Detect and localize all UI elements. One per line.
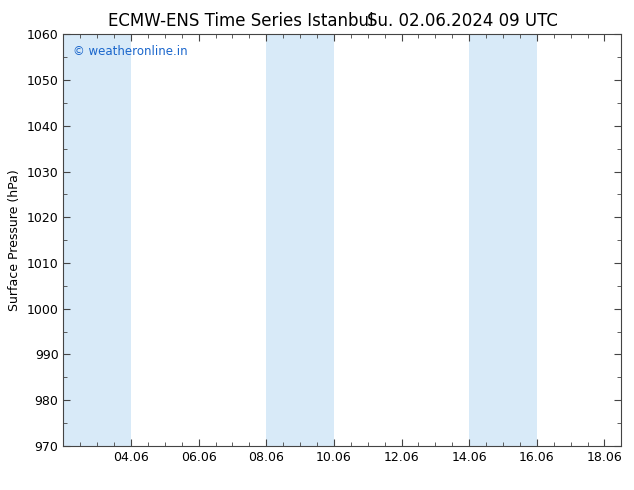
Text: © weatheronline.in: © weatheronline.in	[74, 45, 188, 58]
Y-axis label: Surface Pressure (hPa): Surface Pressure (hPa)	[8, 169, 21, 311]
Text: Su. 02.06.2024 09 UTC: Su. 02.06.2024 09 UTC	[367, 12, 559, 30]
Bar	[266, 34, 334, 446]
Bar	[63, 34, 131, 446]
Text: ECMW-ENS Time Series Istanbul: ECMW-ENS Time Series Istanbul	[108, 12, 373, 30]
Bar	[469, 34, 537, 446]
